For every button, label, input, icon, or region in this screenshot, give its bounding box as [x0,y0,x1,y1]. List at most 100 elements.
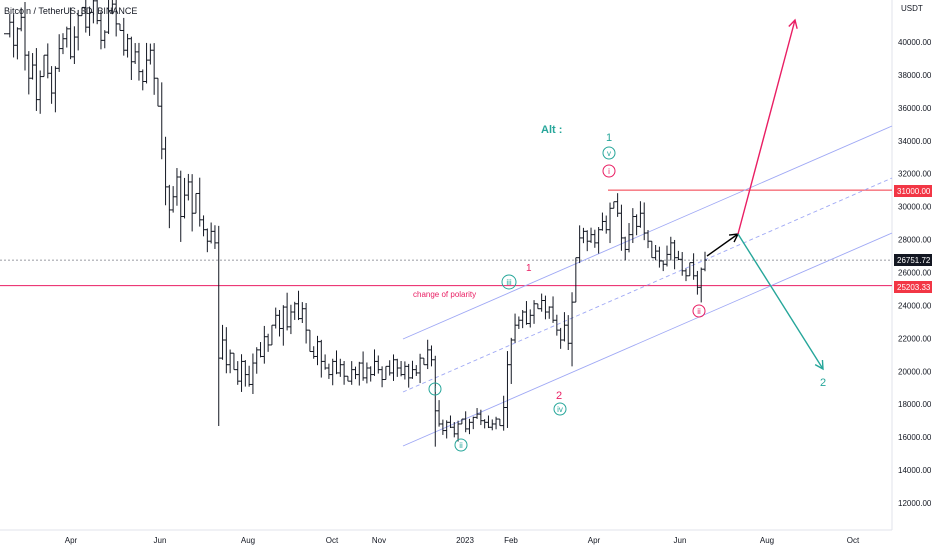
ohlc-bar [608,202,613,244]
wave-v-green: v [607,149,611,158]
ohlc-bar [304,302,309,344]
y-tick-label: 40000.00 [898,38,932,47]
ohlc-bar [83,0,88,33]
ohlc-bar [254,347,259,374]
y-tick-label: 34000.00 [898,137,932,146]
x-tick-label: Oct [326,536,339,545]
ohlc-bar [262,325,267,364]
ohlc-bar [611,201,616,209]
ohlc-bar [121,17,126,56]
ohlc-bar [406,363,411,388]
polarity-price-text: 25203.33 [897,283,931,292]
ohlc-bar [285,292,290,331]
ohlc-bar [281,305,286,346]
ohlc-bar [539,293,544,312]
ohlc-bar [345,375,350,382]
ohlc-bar [490,419,495,431]
ohlc-bar [220,324,225,360]
y-tick-label: 26000.00 [898,269,932,278]
chart-title: Bitcoin / TetherUS, 3D, BINANCE [4,6,137,16]
ohlc-bar [497,418,502,427]
ohlc-bar [573,257,578,303]
ohlc-bar [307,329,312,353]
y-tick-label: 38000.00 [898,71,932,80]
x-tick-label: 2023 [456,536,474,545]
ohlc-bar [486,415,491,429]
ohlc-bar [452,422,457,438]
wave-i-green-circle [428,382,442,396]
ohlc-bar [22,1,27,71]
x-tick-label: Apr [588,536,601,545]
ohlc-bar [562,312,567,342]
y-tick-label: 14000.00 [898,466,932,475]
ohlc-bar [167,184,172,229]
ohlc-bar [326,363,331,379]
ohlc-bar [87,6,92,36]
ohlc-bar [535,303,540,310]
ohlc-bar [330,358,335,386]
ohlc-bar [311,346,316,359]
ohlc-bar [277,309,282,337]
ohlc-bar [684,268,689,282]
ohlc-bar [471,416,476,430]
ohlc-bar [425,339,430,370]
ohlc-bar [57,34,62,72]
ohlc-bar [646,230,651,249]
ohlc-bar [106,0,111,35]
ohlc-bar [463,411,468,433]
y-tick-label: 18000.00 [898,400,932,409]
ohlc-bar [687,262,692,277]
x-tick-label: Aug [241,536,255,545]
ohlc-bar [623,236,628,261]
ohlc-bar [247,365,252,387]
ohlc-bar [672,239,677,270]
ohlc-bar [231,352,236,371]
ohlc-bar [418,353,423,384]
wave-iv-circle [553,402,567,416]
ohlc-bar [319,339,324,378]
ohlc-bar [634,214,639,236]
ohlc-bar [129,36,134,80]
ohlc-bar [155,77,160,107]
ohlc-bar [357,361,362,386]
bullish-projection-arrow [737,18,798,235]
wave-ii-red: ii [697,307,701,316]
y-tick-label: 20000.00 [898,367,932,376]
ohlc-bar [136,42,141,81]
ohlc-bar [342,361,347,385]
polarity-price-tag [894,281,932,293]
ohlc-bar [657,246,662,268]
ohlc-bar [26,51,31,95]
ohlc-bar [627,223,632,253]
ohlc-bar [414,365,419,376]
wave-i-red: i [608,167,610,176]
ohlc-bar [159,82,164,160]
ohlc-bar [475,408,480,419]
ohlc-bar [15,27,20,60]
ohlc-bar [558,327,563,349]
ohlc-bar [361,351,366,381]
ohlc-bar [216,225,221,426]
ohlc-bar [64,26,69,48]
ohlc-bar [528,309,533,328]
ohlc-bar [676,250,681,261]
change-of-polarity-text: change of polarity [413,290,476,299]
ohlc-bar [589,227,594,243]
ohlc-bar [391,354,396,381]
ohlc-bar [34,48,39,111]
ohlc-bar [288,304,293,335]
y-tick-label: 32000.00 [898,170,932,179]
ohlc-bar [163,136,168,206]
ohlc-bar [273,307,278,329]
ohlc-bar [524,301,529,325]
x-tick-label: Jun [154,536,167,545]
y-tick-label: 16000.00 [898,433,932,442]
bearish-projection-arrow [737,233,824,371]
ohlc-bar [482,419,487,429]
ohlc-bar [338,358,343,377]
ohlc-bar [570,292,575,367]
ohlc-bar [41,54,46,78]
ohlc-bar [110,0,115,15]
channel-mid-line [402,177,893,393]
